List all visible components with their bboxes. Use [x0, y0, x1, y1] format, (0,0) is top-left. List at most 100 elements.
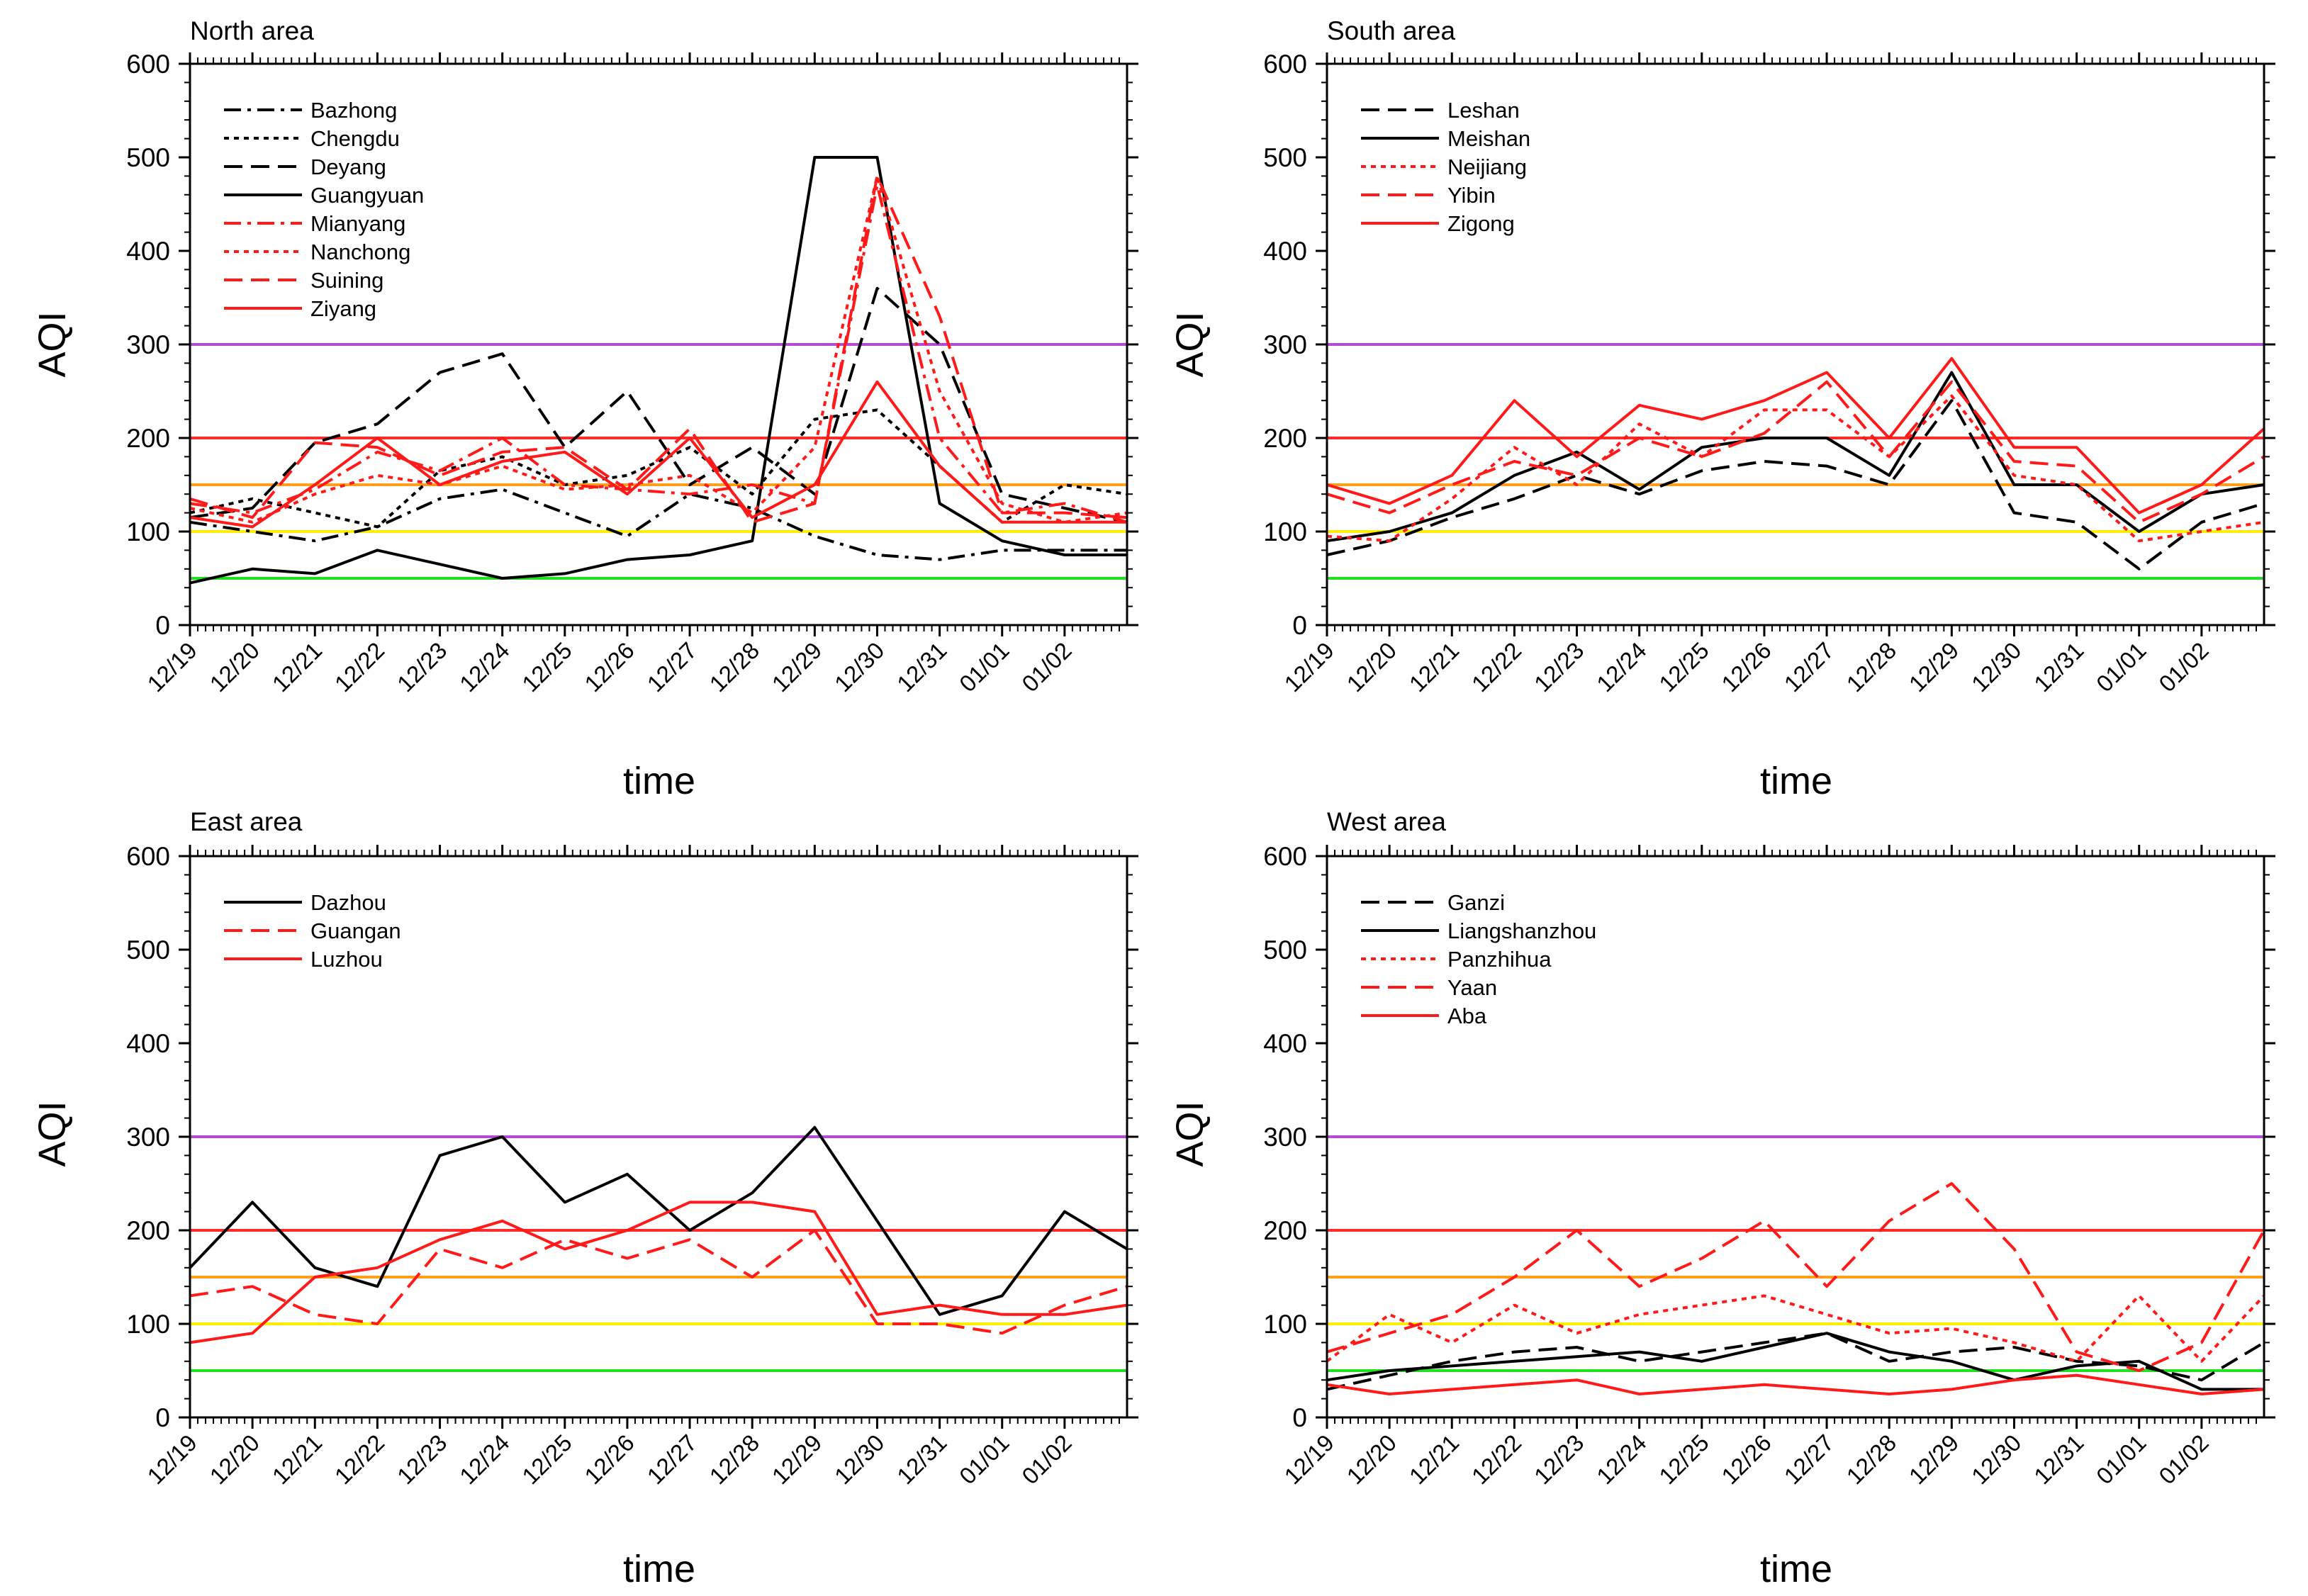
series-line: [189, 174, 1128, 524]
x-tick-label: 12/24: [454, 1429, 515, 1490]
series-line: [189, 156, 1127, 585]
legend-label: Dazhou: [310, 890, 386, 915]
x-tick-label: 12/24: [1591, 637, 1652, 697]
y-axis-label: AQI: [1169, 311, 1211, 377]
y-tick-label: 500: [126, 143, 170, 172]
legend-label: Aba: [1447, 1004, 1487, 1028]
x-tick-label: 12/21: [1404, 1429, 1464, 1490]
legend-label: Panzhihua: [1447, 947, 1552, 972]
x-tick-label: 12/30: [829, 637, 890, 697]
y-tick-label: 300: [1263, 1123, 1307, 1152]
x-tick-label: 12/23: [1529, 1429, 1589, 1490]
x-tick-label: 12/20: [204, 637, 264, 697]
series-line: [189, 1125, 1128, 1316]
panel-title: East area: [190, 807, 303, 836]
panel-title: West area: [1327, 807, 1446, 836]
x-tick-label: 12/26: [579, 1429, 639, 1490]
x-tick-label: 12/19: [142, 1429, 202, 1490]
y-tick-label: 400: [1263, 1029, 1307, 1058]
y-tick-label: 100: [126, 517, 170, 546]
series-line: [189, 286, 1128, 524]
legend-label: Guangan: [310, 918, 401, 943]
x-tick-label: 12/22: [1467, 637, 1527, 697]
x-tick-label: 12/22: [1467, 1429, 1527, 1490]
x-tick-label: 12/22: [330, 1429, 390, 1490]
x-tick-label: 12/22: [330, 637, 390, 697]
y-tick-label: 0: [1292, 1403, 1307, 1432]
series-line: [189, 1201, 1128, 1344]
x-tick-label: 12/27: [642, 1429, 702, 1490]
legend-label: Suining: [310, 268, 383, 293]
x-tick-label: 12/31: [2029, 637, 2089, 697]
x-tick-label: 12/24: [454, 637, 515, 697]
x-tick-label: 12/20: [204, 1429, 264, 1490]
x-tick-label: 01/01: [954, 1429, 1014, 1490]
series-line: [189, 380, 1127, 529]
y-tick-label: 600: [1263, 50, 1307, 79]
legend-label: Ganzi: [1447, 890, 1505, 915]
x-tick-label: 12/23: [392, 637, 452, 697]
x-tick-label: 12/28: [705, 1429, 765, 1490]
x-tick-label: 12/30: [1966, 637, 2027, 697]
legend-label: Yaan: [1447, 975, 1497, 1000]
y-tick-label: 200: [126, 1216, 170, 1245]
panel-west-area: West area AQI time 0 100 200 300 400 500 600 12…: [1169, 807, 2275, 1590]
x-tick-label: 12/29: [767, 1429, 827, 1490]
series-line: [1326, 1332, 2264, 1391]
x-tick-label: 12/26: [1716, 637, 1776, 697]
x-tick-label: 12/28: [1842, 637, 1902, 697]
legend-label: Nanchong: [310, 240, 410, 264]
series-line: [1326, 356, 2265, 515]
x-tick-label: 01/02: [1016, 637, 1077, 697]
x-tick-label: 12/27: [642, 637, 702, 697]
x-axis-label: time: [623, 1548, 695, 1590]
y-axis-label: AQI: [31, 311, 74, 377]
legend-label: Chengdu: [310, 126, 400, 151]
y-tick-label: 600: [126, 842, 170, 871]
x-axis-label: time: [1760, 760, 1832, 802]
panel-east-area: East area AQI time 0 100 200 300 400 500 600 12…: [31, 807, 1138, 1590]
y-tick-label: 200: [1263, 1216, 1307, 1245]
legend-label: Zigong: [1447, 211, 1515, 236]
y-tick-label: 200: [126, 424, 170, 453]
x-tick-label: 12/21: [267, 1429, 327, 1490]
y-tick-label: 0: [155, 1403, 170, 1432]
y-tick-label: 400: [126, 237, 170, 266]
series-line: [1326, 1373, 2265, 1395]
x-tick-label: 12/19: [1279, 1429, 1339, 1490]
x-tick-label: 12/25: [1654, 1429, 1714, 1490]
x-tick-label: 01/02: [1016, 1429, 1077, 1490]
y-tick-label: 300: [126, 1123, 170, 1152]
legend-label: Meishan: [1447, 126, 1530, 151]
legend-label: Liangshanzhou: [1447, 918, 1596, 943]
series-line: [1326, 399, 2265, 571]
x-tick-label: 12/26: [579, 637, 639, 697]
x-tick-label: 12/28: [705, 637, 765, 697]
series-line: [189, 184, 1128, 524]
series-line: [1326, 371, 2265, 543]
x-tick-label: 01/01: [954, 637, 1014, 697]
series-line: [1326, 1294, 2265, 1363]
series-line: [189, 488, 1127, 561]
legend-label: Mianyang: [310, 211, 405, 236]
y-axis-label: AQI: [31, 1101, 74, 1167]
x-tick-label: 12/31: [2029, 1429, 2089, 1490]
panel-title: South area: [1327, 16, 1455, 45]
x-tick-label: 12/31: [892, 1429, 952, 1490]
y-tick-label: 0: [1292, 611, 1307, 640]
y-axis-label: AQI: [1169, 1101, 1211, 1167]
legend-label: Neijiang: [1447, 154, 1527, 179]
y-tick-label: 300: [126, 330, 170, 359]
y-tick-label: 500: [1263, 143, 1307, 172]
x-tick-label: 12/25: [517, 1429, 577, 1490]
x-tick-label: 12/20: [1341, 637, 1401, 697]
y-tick-label: 600: [1263, 842, 1307, 871]
series-line: [1326, 380, 2265, 524]
y-tick-label: 200: [1263, 424, 1307, 453]
x-tick-label: 12/31: [892, 637, 952, 697]
y-tick-label: 100: [1263, 517, 1307, 546]
x-tick-label: 01/01: [2091, 1429, 2151, 1490]
y-tick-label: 500: [126, 935, 170, 965]
legend-label: Bazhong: [310, 98, 397, 123]
x-tick-label: 01/02: [2153, 637, 2214, 697]
